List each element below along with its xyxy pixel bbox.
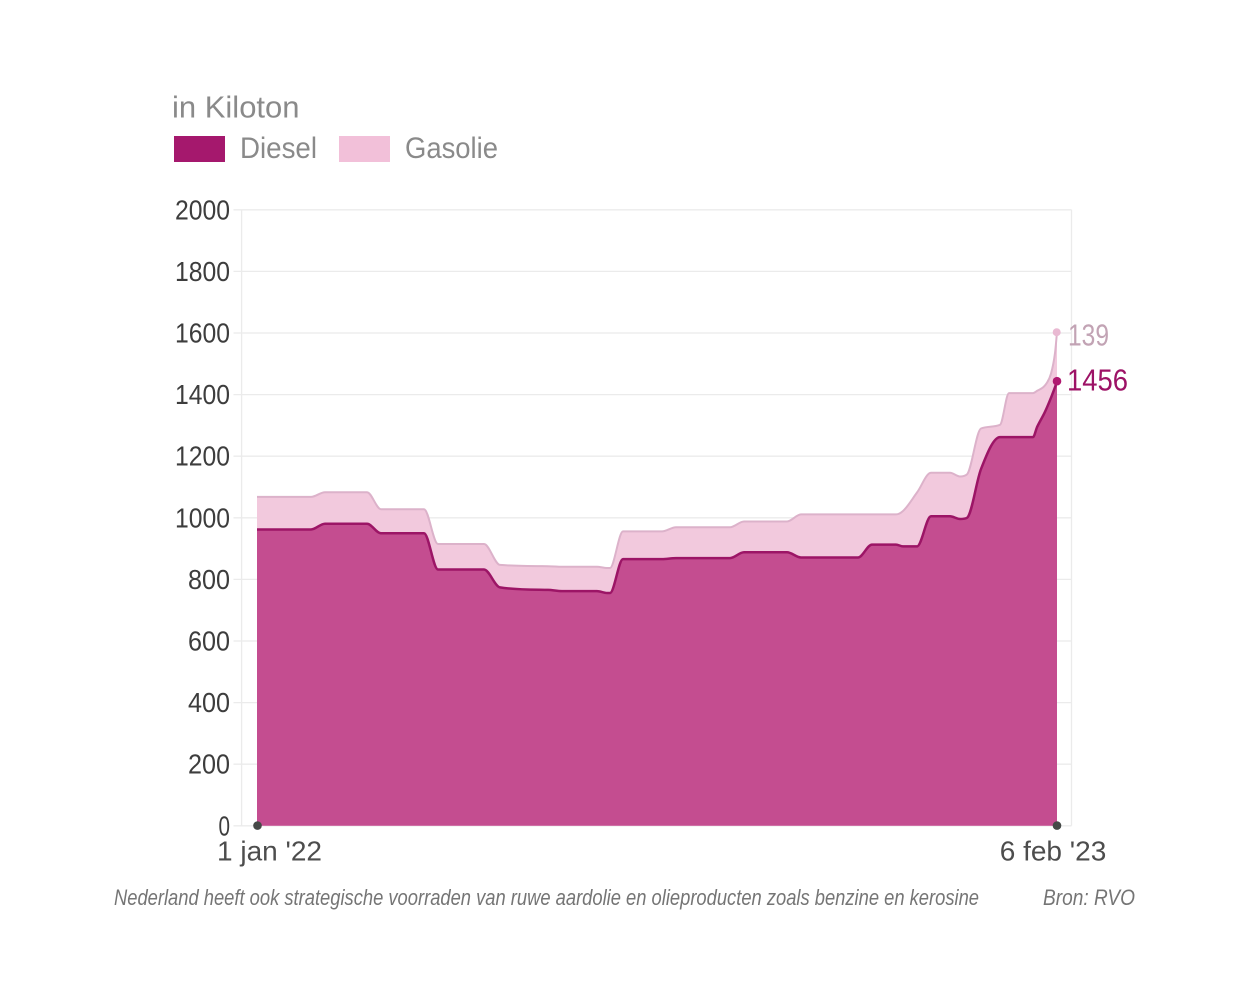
svg-text:6 feb '23: 6 feb '23 <box>1000 836 1107 867</box>
svg-text:in Kiloton: in Kiloton <box>172 90 300 125</box>
svg-text:200: 200 <box>188 749 230 780</box>
svg-text:Diesel: Diesel <box>240 132 317 165</box>
svg-text:Nederland heeft ook strategisc: Nederland heeft ook strategische voorrad… <box>114 885 979 910</box>
svg-text:1400: 1400 <box>175 379 230 410</box>
svg-text:Bron: RVO: Bron: RVO <box>1043 885 1135 910</box>
svg-text:1800: 1800 <box>175 256 230 287</box>
svg-text:Gasolie: Gasolie <box>405 132 498 165</box>
svg-text:2000: 2000 <box>175 194 230 225</box>
svg-text:600: 600 <box>188 626 230 657</box>
svg-text:400: 400 <box>188 687 230 718</box>
svg-text:1 jan '22: 1 jan '22 <box>217 836 322 867</box>
svg-text:800: 800 <box>188 564 230 595</box>
svg-text:1000: 1000 <box>175 502 230 533</box>
svg-text:0: 0 <box>219 810 231 841</box>
svg-text:1600: 1600 <box>175 318 230 349</box>
svg-text:1456: 1456 <box>1067 362 1128 397</box>
svg-text:1200: 1200 <box>175 441 230 472</box>
svg-text:139: 139 <box>1068 318 1109 353</box>
